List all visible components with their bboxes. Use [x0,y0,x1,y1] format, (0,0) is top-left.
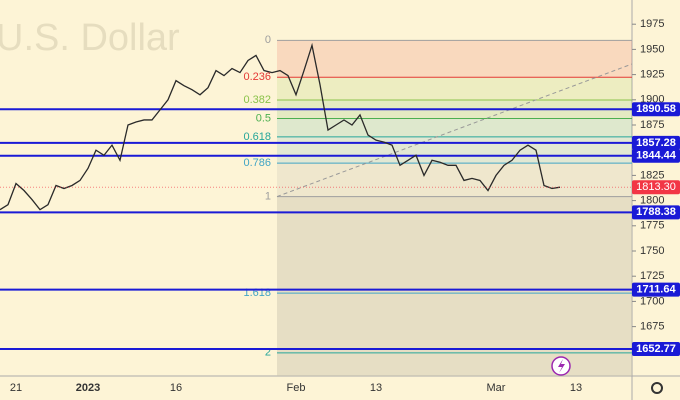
fib-label: 1 [265,190,271,202]
y-tick-label: 1825 [640,169,664,181]
level-label: 1844.44 [636,150,677,162]
y-tick-label: 1950 [640,43,664,55]
level-label: 1652.77 [636,343,676,355]
price-line [0,42,561,211]
fib-band [277,40,632,78]
fib-band [277,163,632,197]
trend-line [276,63,633,198]
x-tick-label: 16 [170,382,182,394]
y-tick-label: 1775 [640,220,664,232]
level-tag [632,148,680,163]
fib-band [277,77,632,100]
y-tick-label: 1925 [640,69,664,81]
x-tick-label: Mar [487,382,506,394]
level-tag [632,342,680,357]
level-label: 1857.28 [636,137,676,149]
x-tick-label: 13 [370,382,382,394]
watermark: U.S. Dollar [0,17,180,59]
y-tick-label: 1725 [640,270,664,282]
y-tick-label: 1750 [640,245,664,257]
y-tick-label: 1875 [640,119,664,131]
fib-label: 2 [265,347,271,359]
y-tick-label: 1800 [640,195,664,207]
x-tick-label: 21 [10,382,22,394]
x-tick-label: 13 [570,382,582,394]
current-price-label: 1813.30 [636,181,676,193]
level-label: 1788.38 [636,206,676,218]
x-tick-label: Feb [287,382,306,394]
fib-label: 0.786 [243,157,271,169]
fib-band [277,136,632,164]
y-tick-label: 1700 [640,295,664,307]
chart-layer: 00.2360.3820.50.6180.78611.6182165016751… [0,18,680,394]
current-price-tag [632,180,680,195]
level-label: 1711.64 [636,284,676,296]
fib-label: 0.5 [256,112,271,124]
fib-band [277,118,632,137]
fib-label: 0.618 [243,131,271,143]
settings-icon[interactable] [651,382,663,394]
y-tick-label: 1975 [640,18,664,30]
level-tag [632,282,680,297]
price-axis-background [632,0,680,400]
fib-band [277,352,632,376]
level-label: 1890.58 [636,103,676,115]
fib-label: 0.236 [243,71,271,83]
level-tag [632,205,680,220]
fib-band [277,196,632,294]
x-tick-label: 2023 [76,382,100,394]
fib-label: 0 [265,34,271,46]
level-tag [632,135,680,150]
fib-band [277,293,632,353]
level-tag [632,102,680,117]
event-icon-bolt [558,359,565,373]
time-axis-background [0,376,632,400]
y-tick-label: 1675 [640,321,664,333]
fib-label: 0.382 [243,94,271,106]
